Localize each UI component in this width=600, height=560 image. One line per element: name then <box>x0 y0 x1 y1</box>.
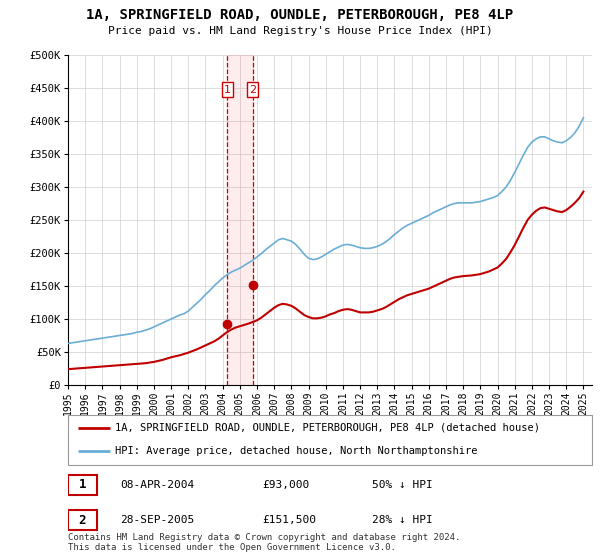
Text: 1A, SPRINGFIELD ROAD, OUNDLE, PETERBOROUGH, PE8 4LP (detached house): 1A, SPRINGFIELD ROAD, OUNDLE, PETERBOROU… <box>115 422 540 432</box>
Text: £93,000: £93,000 <box>262 480 309 490</box>
Bar <box>227 55 253 385</box>
Text: 2: 2 <box>249 85 256 95</box>
Text: 1A, SPRINGFIELD ROAD, OUNDLE, PETERBOROUGH, PE8 4LP: 1A, SPRINGFIELD ROAD, OUNDLE, PETERBOROU… <box>86 8 514 22</box>
Text: £151,500: £151,500 <box>262 515 316 525</box>
Text: Contains HM Land Registry data © Crown copyright and database right 2024.
This d: Contains HM Land Registry data © Crown c… <box>68 533 460 552</box>
Text: 50% ↓ HPI: 50% ↓ HPI <box>372 480 433 490</box>
Text: 1: 1 <box>79 478 86 491</box>
Text: 28-SEP-2005: 28-SEP-2005 <box>121 515 194 525</box>
Text: 08-APR-2004: 08-APR-2004 <box>121 480 194 490</box>
Text: 28% ↓ HPI: 28% ↓ HPI <box>372 515 433 525</box>
Text: Price paid vs. HM Land Registry's House Price Index (HPI): Price paid vs. HM Land Registry's House … <box>107 26 493 36</box>
Text: HPI: Average price, detached house, North Northamptonshire: HPI: Average price, detached house, Nort… <box>115 446 478 456</box>
Text: 1: 1 <box>224 85 231 95</box>
Text: 2: 2 <box>79 514 86 527</box>
